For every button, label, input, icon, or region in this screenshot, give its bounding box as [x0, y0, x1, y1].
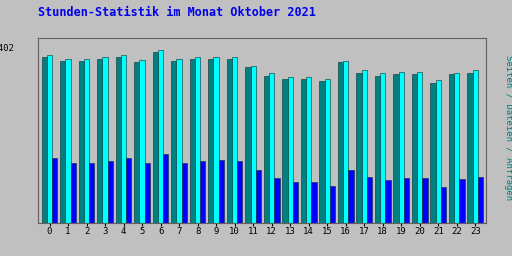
Bar [227, 59, 232, 223]
Bar [338, 62, 343, 223]
Bar [200, 161, 205, 223]
Text: 28402: 28402 [0, 44, 14, 53]
Bar [71, 163, 76, 223]
Bar [195, 57, 200, 223]
Bar [361, 70, 367, 223]
Bar [79, 61, 84, 223]
Bar [293, 182, 298, 223]
Bar [412, 74, 417, 223]
Bar [404, 178, 409, 223]
Bar [441, 187, 446, 223]
Bar [89, 163, 94, 223]
Bar [163, 154, 168, 223]
Bar [84, 59, 89, 223]
Bar [108, 161, 113, 223]
Bar [121, 55, 126, 223]
Bar [126, 158, 132, 223]
Bar [386, 180, 391, 223]
Bar [348, 170, 354, 223]
Bar [436, 80, 441, 223]
Bar [145, 163, 150, 223]
Bar [454, 72, 459, 223]
Bar [431, 83, 436, 223]
Text: Stunden-Statistik im Monat Oktober 2021: Stunden-Statistik im Monat Oktober 2021 [38, 6, 316, 19]
Bar [393, 74, 399, 223]
Bar [269, 73, 274, 223]
Bar [319, 81, 325, 223]
Bar [417, 72, 422, 223]
Bar [171, 61, 177, 223]
Bar [41, 57, 47, 223]
Bar [311, 182, 316, 223]
Bar [134, 62, 139, 223]
Bar [214, 57, 219, 223]
Bar [219, 161, 224, 223]
Bar [158, 50, 163, 223]
Bar [237, 161, 243, 223]
Bar [97, 59, 102, 223]
Bar [232, 57, 237, 223]
Bar [478, 177, 483, 223]
Bar [52, 158, 57, 223]
Bar [288, 77, 293, 223]
Bar [274, 178, 280, 223]
Bar [330, 186, 335, 223]
Bar [467, 72, 473, 223]
Text: Seiten / Dateien / Anfragen: Seiten / Dateien / Anfragen [504, 56, 512, 200]
Bar [449, 74, 454, 223]
Bar [182, 163, 187, 223]
Bar [66, 59, 71, 223]
Bar [245, 67, 250, 223]
Bar [250, 66, 256, 223]
Bar [380, 73, 386, 223]
Bar [422, 178, 428, 223]
Bar [153, 52, 158, 223]
Bar [343, 61, 348, 223]
Bar [375, 76, 380, 223]
Bar [399, 72, 404, 223]
Bar [139, 60, 145, 223]
Bar [177, 59, 182, 223]
Bar [325, 79, 330, 223]
Bar [256, 170, 261, 223]
Bar [102, 57, 108, 223]
Bar [282, 79, 288, 223]
Bar [459, 179, 465, 223]
Bar [306, 77, 311, 223]
Bar [116, 57, 121, 223]
Bar [47, 56, 52, 223]
Bar [60, 61, 66, 223]
Bar [264, 76, 269, 223]
Bar [208, 59, 214, 223]
Bar [367, 177, 372, 223]
Bar [190, 59, 195, 223]
Bar [356, 72, 361, 223]
Bar [473, 70, 478, 223]
Bar [301, 79, 306, 223]
